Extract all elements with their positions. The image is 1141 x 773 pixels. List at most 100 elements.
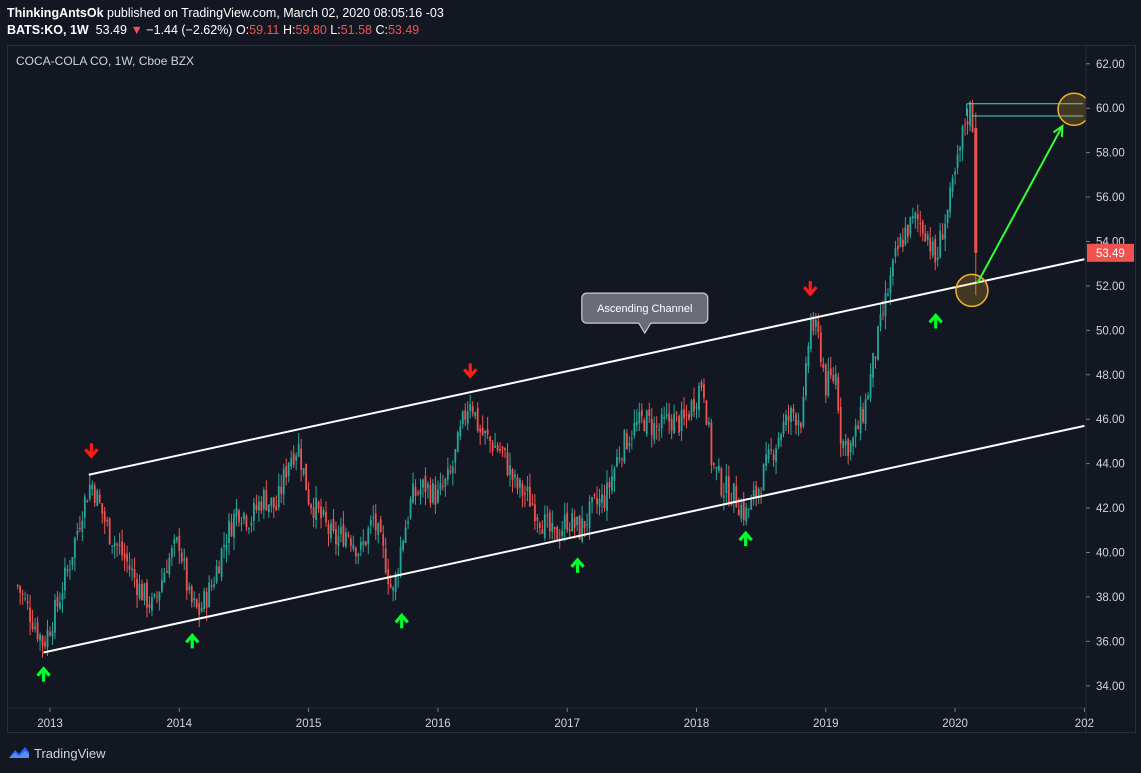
candle-body <box>16 585 19 587</box>
callout-text: Ascending Channel <box>597 303 692 315</box>
x-tick-label: 2020 <box>942 718 968 730</box>
candle-body <box>576 516 579 526</box>
candle-body <box>218 566 220 574</box>
candle-body <box>931 241 934 256</box>
candle-body <box>596 497 598 505</box>
candle-body <box>265 490 268 511</box>
candle-body <box>230 522 233 537</box>
candle-body <box>690 400 693 417</box>
y-tick-label: 38.00 <box>1096 592 1125 604</box>
y-tick-label: 60.00 <box>1096 103 1125 115</box>
y-tick-label: 46.00 <box>1096 414 1125 426</box>
candle-body <box>819 332 822 362</box>
ticker-label: BATS:KO, 1W <box>7 23 89 37</box>
candle-body <box>93 485 96 503</box>
candle-body <box>36 622 39 640</box>
candle-body <box>792 408 795 413</box>
candle-body <box>862 409 864 422</box>
footer-branding[interactable]: TradingView <box>8 744 106 762</box>
candle-body <box>228 520 230 543</box>
candle-body <box>290 457 293 467</box>
candle-body <box>929 238 932 252</box>
candle-body <box>511 469 514 481</box>
candle-body <box>352 544 355 550</box>
candle-body <box>98 494 101 503</box>
candle-body <box>29 607 32 623</box>
candle-body <box>185 558 188 591</box>
candle-body <box>809 318 812 350</box>
candle-body <box>538 523 541 529</box>
x-tick-label: 2019 <box>813 718 839 730</box>
candle-body <box>307 489 310 505</box>
candle-body <box>648 409 651 416</box>
footer-brand: TradingView <box>34 745 106 761</box>
candle-body <box>857 425 860 430</box>
candle-body <box>655 425 658 428</box>
candle-body <box>842 441 845 448</box>
candle-body <box>175 537 178 541</box>
candle-body <box>101 503 104 514</box>
candle-body <box>630 438 633 440</box>
candle-body <box>822 364 825 369</box>
candle-body <box>767 449 770 459</box>
candle-body <box>827 370 830 396</box>
candle-body <box>205 592 208 609</box>
author-name[interactable]: ThinkingAntsOk <box>7 6 104 20</box>
candle-body <box>374 513 377 531</box>
candle-body <box>116 543 119 545</box>
candle-body <box>412 483 414 503</box>
candle-body <box>921 221 924 234</box>
candle-body <box>621 459 623 461</box>
candle-body <box>178 535 181 552</box>
candle-body <box>111 545 114 547</box>
candle-body <box>670 418 673 431</box>
candle-body <box>725 476 728 494</box>
candle-body <box>834 373 837 385</box>
candle-body <box>737 509 740 516</box>
arrow-up-icon <box>394 612 409 629</box>
candle-body <box>660 414 663 429</box>
candle-body <box>330 523 332 539</box>
candle-body <box>911 216 914 219</box>
candle-body <box>295 455 298 461</box>
candle-body <box>742 501 745 520</box>
candle-body <box>949 187 952 213</box>
candle-body <box>320 506 322 519</box>
candle-body <box>441 485 444 487</box>
candle-body <box>24 598 27 600</box>
candle-body <box>198 603 201 615</box>
candle-body <box>673 413 676 434</box>
candle-body <box>765 454 768 466</box>
candle-body <box>446 468 449 480</box>
candle-body <box>546 515 549 517</box>
current-price-badge <box>1087 243 1134 262</box>
candle-body <box>568 529 571 531</box>
close-label: C: <box>375 23 388 37</box>
candle-body <box>464 410 467 420</box>
callout-ascending-channel: Ascending Channel <box>581 292 709 335</box>
candle-body <box>777 437 780 447</box>
candle-body <box>417 492 419 494</box>
candle-body <box>892 259 894 276</box>
candle-body <box>635 422 638 426</box>
candle-body <box>434 484 437 505</box>
candle-body <box>257 501 260 511</box>
candle-body <box>934 239 937 263</box>
candle-body <box>643 419 646 431</box>
candle-body <box>46 629 49 648</box>
candle-body <box>437 489 439 503</box>
candle-body <box>409 499 412 518</box>
candle-body <box>665 414 668 417</box>
candle-body <box>797 420 800 426</box>
candle-body <box>332 519 335 531</box>
y-tick-label: 48.00 <box>1096 370 1125 382</box>
candle-body <box>703 384 705 398</box>
candle-body <box>541 529 544 534</box>
candle-body <box>688 414 690 420</box>
candle-body <box>817 321 820 332</box>
candle-body <box>402 540 404 551</box>
candle-body <box>362 541 365 546</box>
candle-body <box>66 568 69 572</box>
candle-body <box>476 408 479 431</box>
